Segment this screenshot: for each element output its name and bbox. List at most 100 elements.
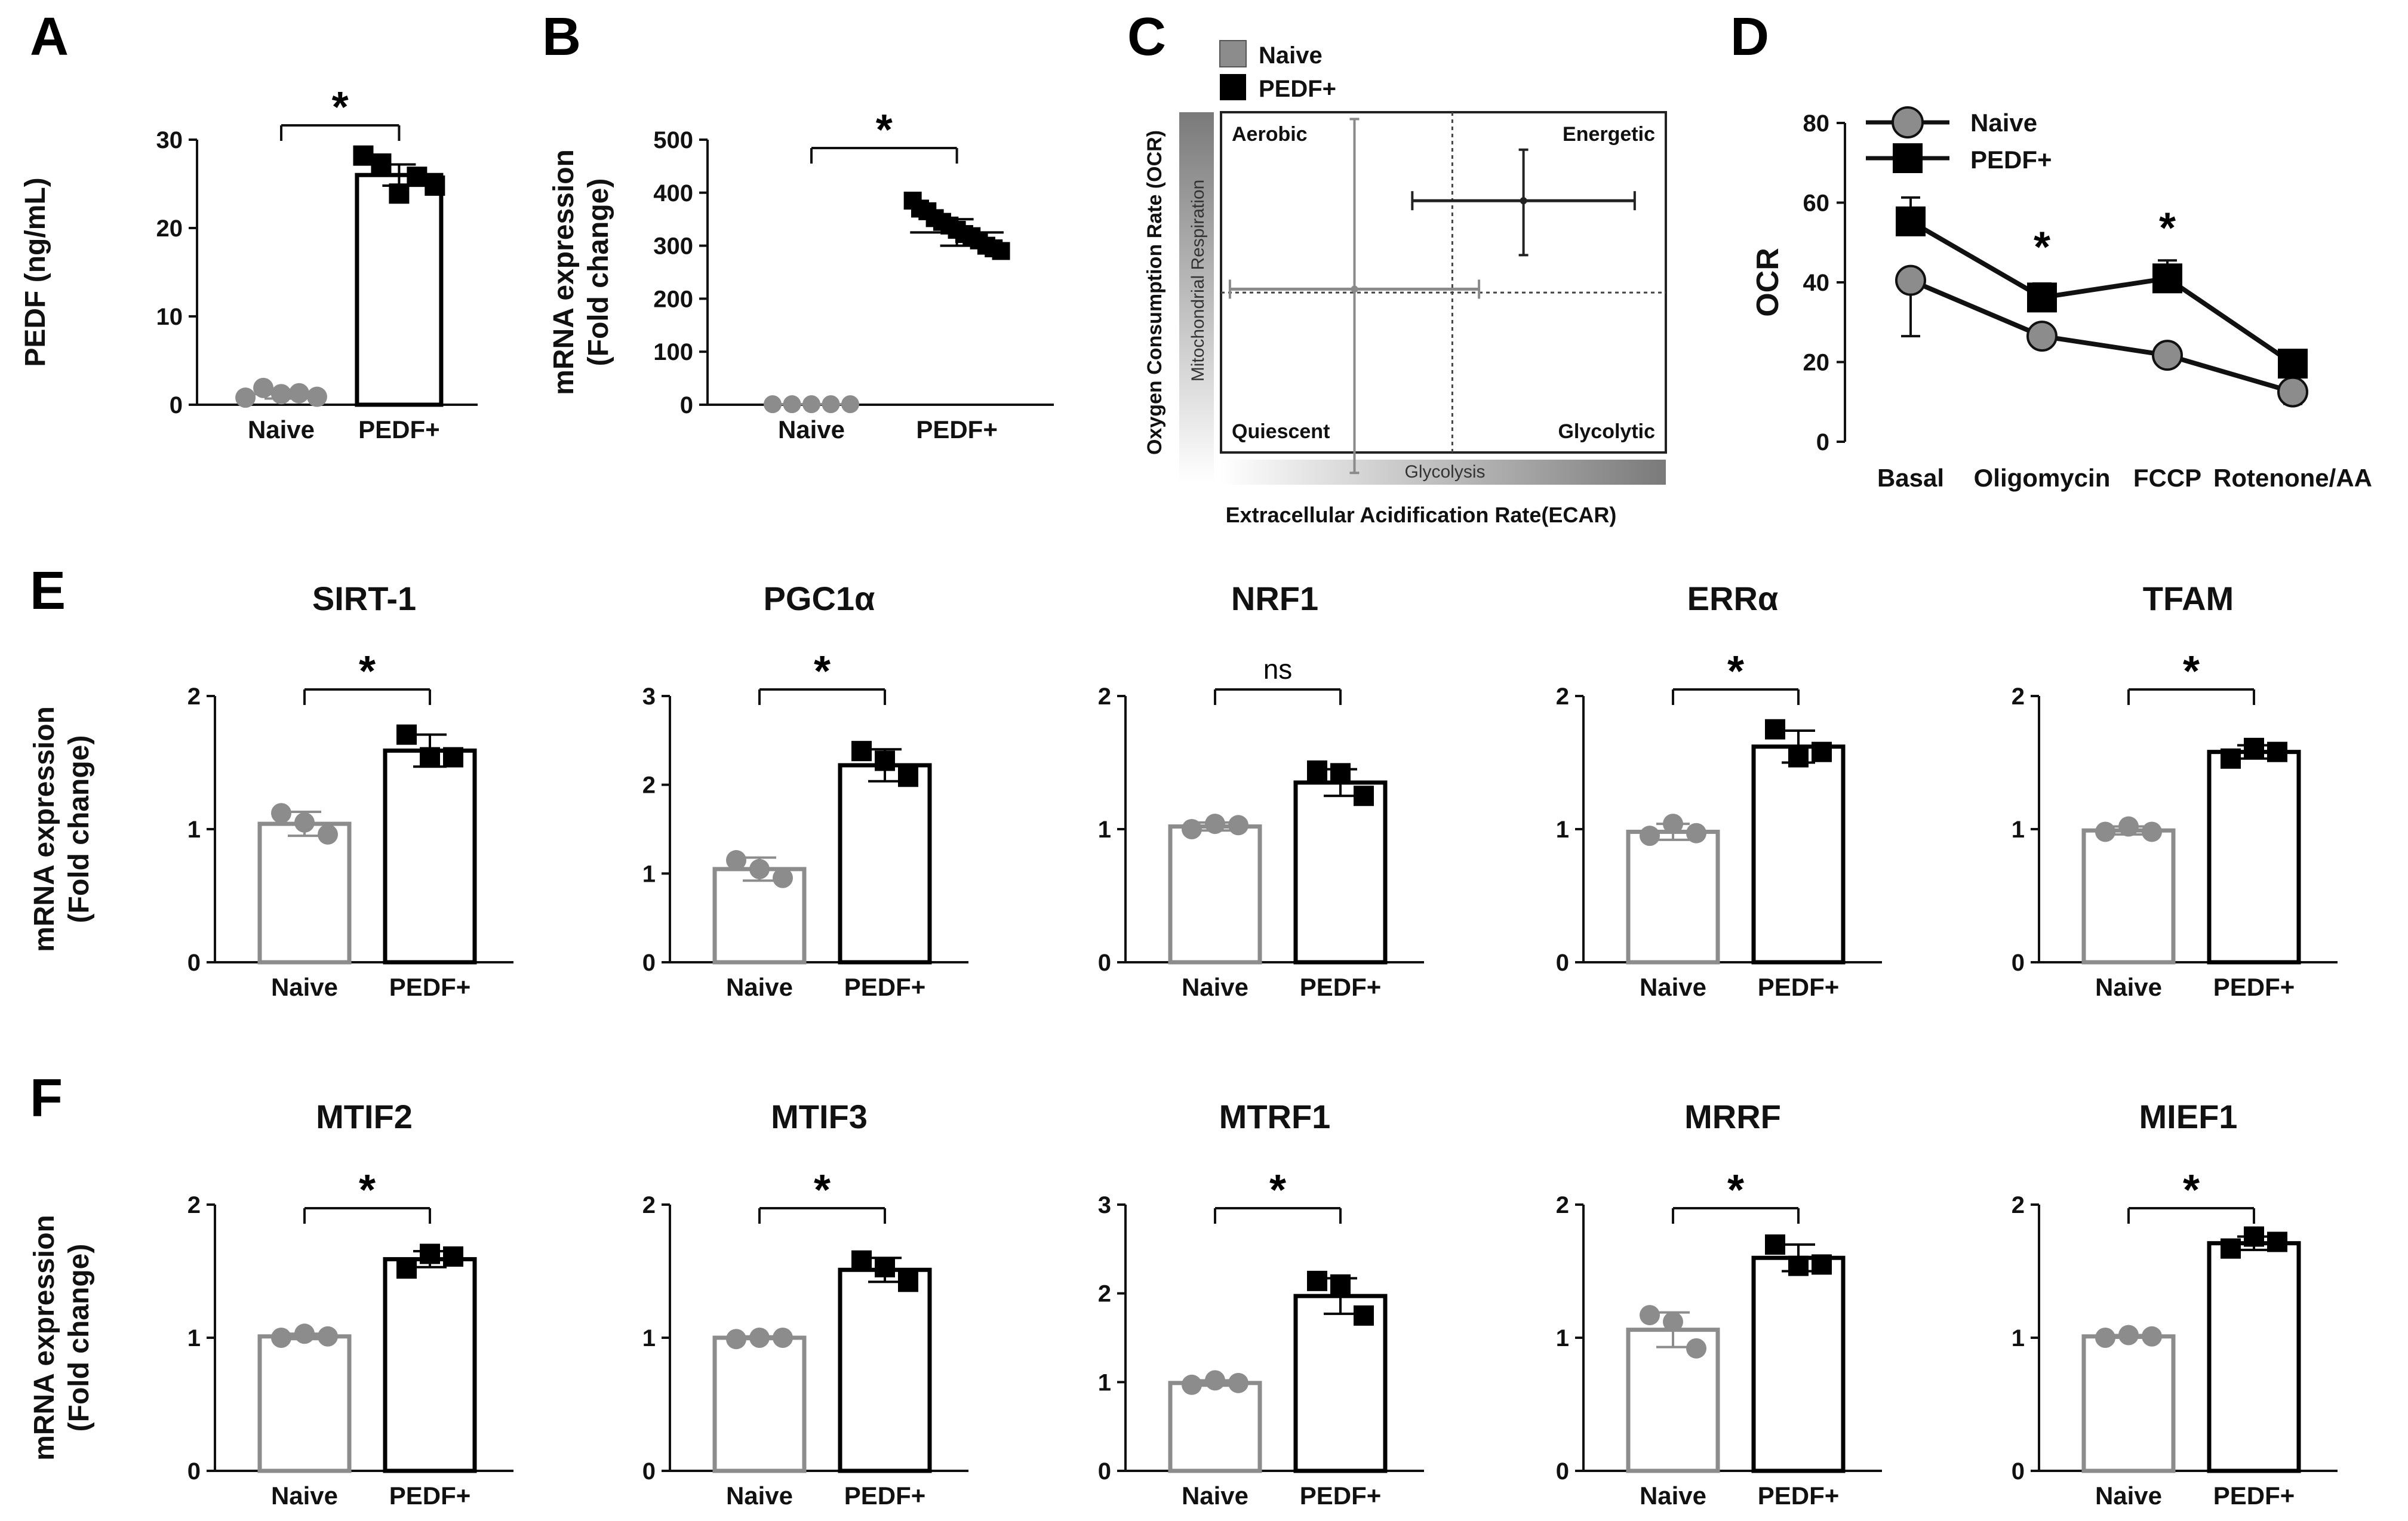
y-tick-label: 20: [1803, 350, 1830, 376]
y-tick-label: 1: [1098, 1369, 1111, 1396]
y-tick-label: 1: [2012, 1325, 2025, 1351]
x-category-label: Naive: [726, 973, 793, 1001]
data-point-naive: [1663, 1311, 1683, 1332]
bar-naive: [2081, 1334, 2176, 1473]
legend-marker-pedf: [1893, 143, 1923, 173]
significance-marker: *: [2159, 204, 2176, 252]
x-category-label: Naive: [2095, 973, 2162, 1001]
data-point-pedf: [420, 747, 440, 768]
bar-naive: [2081, 828, 2176, 965]
x-category-label: PEDF+: [358, 415, 440, 444]
data-point-pedf: [1354, 1305, 1374, 1326]
y-tick-label: 20: [156, 215, 183, 242]
significance-marker: *: [359, 648, 376, 695]
y-tick-label: 500: [653, 127, 693, 153]
y-tick-label: 1: [2012, 817, 2025, 843]
y-tick-label: 0: [642, 1458, 656, 1485]
panel-e-sirt1: E SIRT-1 0 1 2 mRNA expression (Fold change) Na…: [29, 561, 513, 1001]
x-category-label: Naive: [2095, 1482, 2162, 1510]
x-category-label: PEDF+: [2213, 1482, 2295, 1510]
x-gradient-label: Glycolysis: [1404, 462, 1485, 482]
data-point-naive: [2118, 816, 2139, 837]
legend-swatch-pedf: [1220, 74, 1246, 100]
data-point-naive: [2095, 821, 2115, 842]
y-tick-label: 0: [1098, 1458, 1111, 1485]
y-tick-label: 0: [2012, 950, 2025, 976]
legend-label-naive: Naive: [1259, 42, 1323, 69]
data-point-naive: [1640, 826, 1660, 846]
data-point-pedf: [2152, 263, 2182, 294]
y-tick-label: 200: [653, 286, 693, 312]
y-axis-label: mRNA expression: [29, 1215, 60, 1461]
data-point-pedf: [1330, 1274, 1351, 1295]
panel-letter: E: [30, 561, 66, 621]
significance-marker: *: [1727, 1166, 1744, 1214]
x-category-label: PEDF+: [916, 415, 998, 444]
legend-label-pedf: PEDF+: [1970, 146, 2052, 174]
data-point-pedf: [875, 750, 895, 771]
chart-title: ERRα: [1687, 580, 1779, 617]
y-tick-label: 0: [187, 950, 201, 976]
data-point-naive: [773, 1328, 793, 1348]
y-tick-label: 1: [1098, 817, 1111, 843]
data-point-naive: [318, 1326, 338, 1347]
y-axis-label: OCR: [1751, 248, 1785, 317]
bar-pedf: [1751, 744, 1846, 965]
x-category-label: Naive: [248, 415, 315, 444]
y-axis-label: (Fold change): [583, 178, 614, 367]
y-tick-label: 0: [1556, 950, 1569, 976]
panel-e-erra: ERRα 0 1 2 Naive PEDF+ *: [1556, 580, 1882, 1001]
data-point-pedf: [898, 766, 918, 787]
data-point-pedf: [2267, 1231, 2287, 1252]
data-point-pedf: [2027, 282, 2057, 313]
data-point-pedf: [443, 747, 463, 768]
y-gradient-label: Mitochondrial Respiration: [1188, 180, 1208, 382]
data-point-pedf: [2244, 737, 2264, 758]
panel-letter: A: [30, 7, 69, 67]
data-point-pedf: [420, 1243, 440, 1264]
data-point-pedf: [898, 1271, 918, 1292]
data-point-naive: [726, 850, 746, 871]
panel-b: B 0 100 200 300 400 500 mRNA expression (Fold ch…: [542, 7, 1054, 444]
y-tick-label: 400: [653, 180, 693, 207]
y-axis-label: mRNA expression: [548, 149, 580, 395]
significance-marker: ns: [1263, 654, 1293, 685]
data-point-naive: [1686, 823, 1706, 843]
data-point-naive: [2277, 376, 2308, 408]
bar-naive: [257, 821, 352, 965]
data-point-pedf: [1354, 786, 1374, 806]
y-tick-label: 1: [642, 861, 656, 887]
quadrant-label: Glycolytic: [1558, 420, 1655, 443]
data-point-naive: [1205, 814, 1225, 835]
y-tick-label: 2: [1098, 683, 1111, 710]
quadrant-label: Aerobic: [1232, 123, 1308, 146]
bar-pedf: [2207, 750, 2301, 965]
data-point-pedf: [992, 242, 1010, 260]
data-point-naive: [1228, 1372, 1248, 1393]
data-point-pedf: [851, 1250, 872, 1271]
bar-pedf: [838, 1267, 932, 1473]
y-axis-label: (Fold change): [63, 1244, 95, 1432]
quadrant-label: Quiescent: [1232, 420, 1330, 443]
panel-e-nrf1: NRF1 0 1 2 Naive PEDF+ ns: [1098, 580, 1424, 1001]
data-point-naive: [841, 395, 859, 414]
y-tick-label: 300: [653, 233, 693, 260]
chart-title: MRRF: [1684, 1098, 1781, 1135]
y-tick-label: 30: [156, 127, 183, 153]
y-tick-label: 0: [2012, 1458, 2025, 1485]
x-category-label: Naive: [271, 1482, 338, 1510]
data-point-naive: [2142, 821, 2162, 842]
x-category-label: PEDF+: [1758, 973, 1840, 1001]
data-point-pedf: [851, 741, 872, 762]
data-point-naive: [1640, 1305, 1660, 1326]
data-point-pedf: [1812, 741, 1832, 762]
y-gradient-bar: [1179, 112, 1214, 482]
data-point-naive: [271, 803, 291, 824]
legend-swatch-naive: [1219, 40, 1247, 67]
y-tick-label: 2: [2012, 683, 2025, 710]
data-point-pedf: [2267, 741, 2287, 762]
chart-title: MTRF1: [1219, 1098, 1331, 1135]
data-point-pedf: [1765, 1234, 1785, 1255]
y-tick-label: 2: [642, 772, 656, 799]
y-axis-label: PEDF (ng/mL): [20, 177, 51, 367]
